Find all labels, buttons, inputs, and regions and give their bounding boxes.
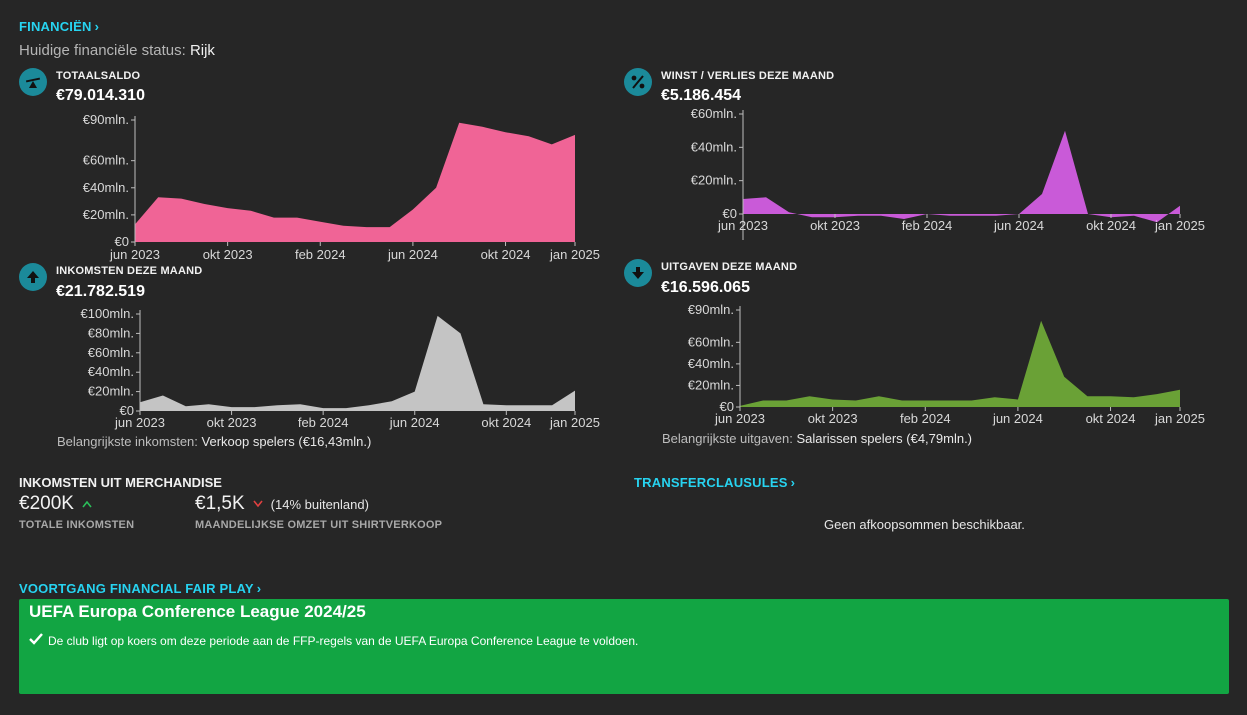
inkomsten-x-tick-label: jan 2025 (549, 415, 600, 430)
inkomsten-value: €21.782.519 (56, 283, 145, 300)
financien-link[interactable]: FINANCIËN › (19, 19, 99, 34)
no-clauses-text: Geen afkoopsommen beschikbaar. (824, 517, 1025, 532)
totaalsaldo-y-tick-label: €90mln. (83, 112, 129, 127)
arrow-up-icon (19, 263, 47, 291)
uitgaven-x-tick-label: okt 2023 (808, 411, 858, 426)
winst-x-tick-label: okt 2023 (810, 218, 860, 233)
uitgaven-value: €16.596.065 (661, 279, 750, 296)
totaalsaldo-x-tick-label: okt 2024 (481, 247, 531, 262)
merchandise-shirt: €1,5K (14% buitenland) (195, 493, 369, 515)
uitgaven-title: UITGAVEN DEZE MAAND (661, 261, 798, 273)
totaalsaldo-y-tick-label: €60mln. (83, 153, 129, 168)
merchandise-shirt-extra: (14% buitenland) (270, 496, 369, 512)
chevron-right-icon: › (94, 19, 100, 34)
uitgaven-x-tick-label: jan 2025 (1154, 411, 1205, 426)
inkomsten-x-tick-label: jun 2024 (389, 415, 440, 430)
inkomsten-chart: €0 €20mln. €40mln. €60mln. €80mln. €100mln. ju… (0, 300, 620, 440)
uitgaven-x-tick-label: jun 2023 (714, 411, 765, 426)
inkomsten-area-series (140, 315, 575, 411)
totaalsaldo-y-tick-label: €40mln. (83, 180, 129, 195)
transferclausules-link-label: TRANSFERCLAUSULES (634, 475, 788, 490)
uitgaven-chart: €0 €20mln. €40mln. €60mln. €90mln. jun 2023 ok… (605, 296, 1225, 436)
percent-icon (624, 68, 652, 96)
winst-x-tick-label: jun 2023 (717, 218, 768, 233)
winst-x-tick-label: jun 2024 (993, 218, 1044, 233)
winst-x-tick-label: jan 2025 (1154, 218, 1205, 233)
uitgaven-note: Belangrijkste uitgaven: Salarissen spele… (662, 431, 972, 446)
inkomsten-y-tick-label: €20mln. (88, 384, 134, 399)
inkomsten-note: Belangrijkste inkomsten: Verkoop spelers… (57, 434, 371, 449)
inkomsten-y-tick-label: €0 (120, 403, 134, 418)
totaalsaldo-x-tick-label: jun 2024 (387, 247, 438, 262)
ffp-link[interactable]: VOORTGANG FINANCIAL FAIR PLAY › (19, 581, 261, 596)
inkomsten-x-tick-label: okt 2024 (481, 415, 531, 430)
trend-up-icon (82, 497, 92, 511)
trend-down-icon (253, 495, 263, 513)
inkomsten-title: INKOMSTEN DEZE MAAND (56, 265, 203, 277)
merchandise-total-value: €200K (19, 493, 74, 514)
inkomsten-x-tick-label: feb 2024 (298, 415, 349, 430)
winst-x-tick-label: okt 2024 (1086, 218, 1136, 233)
merchandise-title: INKOMSTEN UIT MERCHANDISE (19, 475, 222, 490)
winst-chart: €0 €20mln. €40mln. €60mln. jun 2023 okt 2023 f… (605, 100, 1225, 250)
uitgaven-note-value: Salarissen spelers (€4,79mln.) (796, 431, 973, 446)
totaalsaldo-x-tick-label: jan 2025 (549, 247, 600, 262)
inkomsten-y-tick-label: €80mln. (88, 325, 134, 340)
ffp-status-row: De club ligt op koers om deze periode aa… (29, 632, 638, 650)
uitgaven-note-label: Belangrijkste uitgaven: (662, 431, 793, 446)
merchandise-shirt-label: MAANDELIJKSE OMZET UIT SHIRTVERKOOP (195, 519, 443, 531)
totaalsaldo-title: TOTAALSALDO (56, 70, 141, 82)
winst-y-tick-label: €60mln. (691, 106, 737, 121)
winst-title: WINST / VERLIES DEZE MAAND (661, 70, 835, 82)
inkomsten-x-tick-label: jun 2023 (114, 415, 165, 430)
transferclausules-link[interactable]: TRANSFERCLAUSULES › (634, 475, 795, 490)
inkomsten-note-label: Belangrijkste inkomsten: (57, 434, 198, 449)
totaalsaldo-y-tick-label: €20mln. (83, 207, 129, 222)
ffp-link-label: VOORTGANG FINANCIAL FAIR PLAY (19, 581, 254, 596)
inkomsten-y-tick-label: €40mln. (88, 364, 134, 379)
winst-y-tick-label: €20mln. (691, 173, 737, 188)
ffp-status-text: De club ligt op koers om deze periode aa… (48, 634, 639, 648)
balance-scale-icon (19, 68, 47, 96)
winst-area-series (743, 130, 1180, 223)
winst-y-tick-label: €40mln. (691, 139, 737, 154)
ffp-status-box: UEFA Europa Conference League 2024/25 De… (19, 599, 1229, 694)
totaalsaldo-chart: €0 €20mln. €40mln. €60mln. €90mln. jun 2023 ok… (0, 105, 620, 270)
inkomsten-y-tick-label: €60mln. (88, 345, 134, 360)
inkomsten-y-tick-label: €100mln. (81, 306, 134, 321)
merchandise-total: €200K (19, 493, 92, 515)
totaalsaldo-x-tick-label: okt 2023 (203, 247, 253, 262)
chevron-right-icon: › (790, 475, 796, 490)
ffp-competition-title: UEFA Europa Conference League 2024/25 (29, 602, 366, 621)
financial-status-label: Huidige financiële status: (19, 42, 186, 59)
totaalsaldo-area-series (135, 122, 575, 242)
totaalsaldo-y-tick-label: €0 (115, 234, 129, 249)
uitgaven-y-tick-label: €90mln. (688, 302, 734, 317)
uitgaven-y-tick-label: €40mln. (688, 356, 734, 371)
chevron-right-icon: › (256, 581, 262, 596)
inkomsten-x-tick-label: okt 2023 (207, 415, 257, 430)
checkmark-icon (29, 632, 43, 650)
uitgaven-y-tick-label: €20mln. (688, 377, 734, 392)
uitgaven-area-series (740, 320, 1180, 407)
financial-status: Huidige financiële status: Rijk (19, 42, 215, 59)
merchandise-shirt-value: €1,5K (195, 493, 245, 514)
uitgaven-y-tick-label: €0 (720, 399, 734, 414)
uitgaven-y-tick-label: €60mln. (688, 334, 734, 349)
totaalsaldo-x-tick-label: feb 2024 (295, 247, 346, 262)
arrow-down-icon (624, 259, 652, 287)
merchandise-total-label: TOTALE INKOMSTEN (19, 519, 135, 531)
financial-status-value: Rijk (189, 42, 215, 59)
totaalsaldo-value: €79.014.310 (56, 87, 145, 104)
uitgaven-x-tick-label: jun 2024 (992, 411, 1043, 426)
winst-y-tick-label: €0 (723, 206, 737, 221)
inkomsten-note-value: Verkoop spelers (€16,43mln.) (201, 434, 372, 449)
financien-link-label: FINANCIËN (19, 19, 92, 34)
winst-value: €5.186.454 (661, 87, 742, 104)
uitgaven-x-tick-label: okt 2024 (1086, 411, 1136, 426)
totaalsaldo-x-tick-label: jun 2023 (109, 247, 160, 262)
uitgaven-x-tick-label: feb 2024 (900, 411, 951, 426)
winst-x-tick-label: feb 2024 (902, 218, 953, 233)
